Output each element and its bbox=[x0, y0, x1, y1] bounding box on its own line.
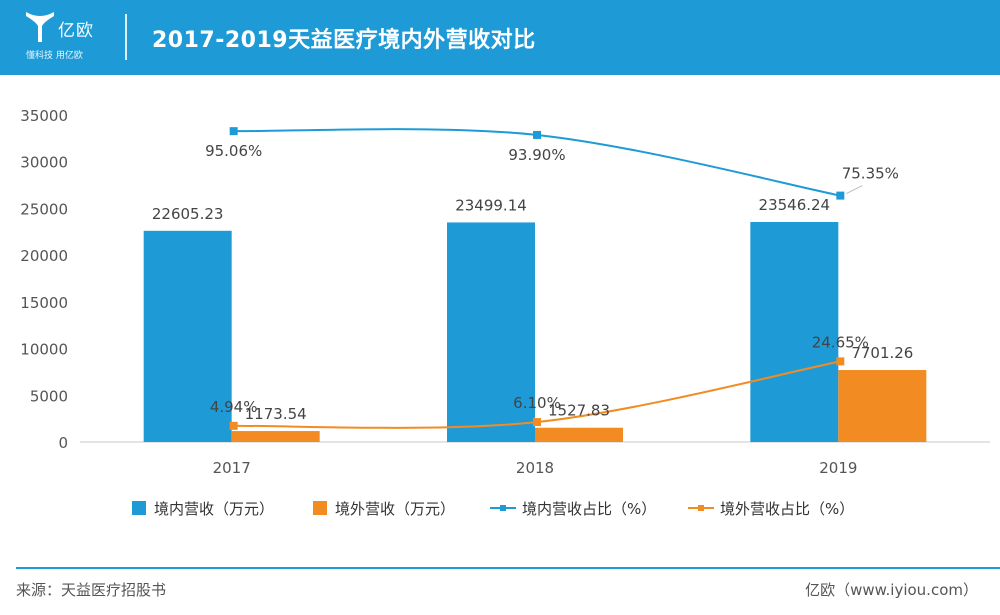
share-value-label: 95.06% bbox=[205, 142, 262, 160]
legend-line-domestic bbox=[490, 505, 516, 511]
bar-value-label: 1527.83 bbox=[548, 402, 610, 420]
legend-swatch-domestic bbox=[132, 501, 146, 515]
y-axis: 0 5000 10000 15000 20000 25000 30000 35000 bbox=[20, 107, 68, 452]
page-title: 2017-2019天益医疗境内外营收对比 bbox=[152, 28, 536, 53]
legend: 境内营收（万元） 境外营收（万元） 境内营收占比（%） 境外营收占比（%） bbox=[0, 496, 1000, 520]
share-value-label: 6.10% bbox=[513, 394, 561, 412]
legend-label-domestic-share: 境内营收占比（%） bbox=[522, 500, 657, 518]
share-value-label: 75.35% bbox=[842, 165, 899, 183]
share-value-label: 4.94% bbox=[210, 398, 258, 416]
y-tick-label: 5000 bbox=[30, 387, 68, 405]
x-axis: 2017 2018 2019 bbox=[80, 441, 990, 477]
line-point bbox=[836, 357, 845, 366]
logo-icon bbox=[26, 12, 54, 42]
footer-divider bbox=[16, 567, 1000, 569]
legend-label-domestic-revenue: 境内营收（万元） bbox=[154, 500, 275, 518]
bar-value-label: 23499.14 bbox=[455, 196, 527, 214]
bar-value-label: 23546.24 bbox=[759, 196, 831, 214]
share-value-label: 93.90% bbox=[508, 146, 565, 164]
y-tick-label: 30000 bbox=[20, 154, 68, 172]
logo: 亿欧 懂科技 用亿欧 bbox=[24, 10, 104, 66]
source-note: 来源：天益医疗招股书 bbox=[16, 581, 167, 599]
chart: 0 5000 10000 15000 20000 25000 30000 35000 2017… bbox=[20, 107, 990, 477]
bar bbox=[535, 427, 623, 442]
bar bbox=[750, 222, 839, 442]
bar-value-label: 7701.26 bbox=[851, 344, 913, 362]
line-point bbox=[229, 127, 238, 136]
label-leader-line bbox=[846, 185, 863, 195]
header-bar: 亿欧 懂科技 用亿欧 2017-2019天益医疗境内外营收对比 bbox=[0, 0, 1000, 75]
legend-line-foreign bbox=[688, 505, 714, 511]
y-tick-label: 25000 bbox=[20, 200, 68, 218]
line-series bbox=[229, 127, 845, 430]
bar-series bbox=[143, 222, 927, 442]
line-point bbox=[533, 418, 541, 427]
line-point bbox=[533, 130, 541, 139]
y-tick-label: 0 bbox=[58, 434, 68, 452]
data-labels: 22605.23 23499.14 23546.24 1173.54 1527.83 77… bbox=[152, 142, 913, 423]
bar bbox=[447, 222, 535, 442]
y-tick-label: 35000 bbox=[20, 107, 68, 125]
bar bbox=[838, 370, 927, 442]
logo-slogan: 懂科技 用亿欧 bbox=[26, 51, 83, 61]
legend-label-foreign-share: 境外营收占比（%） bbox=[720, 500, 855, 518]
share-value-label: 24.65% bbox=[812, 333, 869, 351]
line-point bbox=[229, 421, 238, 430]
legend-label-foreign-revenue: 境外营收（万元） bbox=[335, 500, 456, 518]
y-tick-label: 15000 bbox=[20, 294, 68, 312]
x-tick-label: 2019 bbox=[819, 459, 857, 477]
header-divider bbox=[125, 14, 127, 60]
legend-swatch-foreign bbox=[313, 501, 327, 515]
x-tick-label: 2017 bbox=[213, 459, 251, 477]
bar bbox=[143, 230, 232, 442]
line-point bbox=[836, 191, 845, 200]
site-credit: 亿欧（www.iyiou.com） bbox=[805, 581, 978, 599]
bar-value-label: 22605.23 bbox=[152, 205, 224, 223]
y-tick-label: 20000 bbox=[20, 247, 68, 265]
bar bbox=[231, 431, 320, 442]
logo-text: 亿欧 bbox=[58, 21, 94, 41]
bar-value-label: 1173.54 bbox=[245, 405, 307, 423]
x-tick-label: 2018 bbox=[516, 459, 554, 477]
y-tick-label: 10000 bbox=[20, 341, 68, 359]
